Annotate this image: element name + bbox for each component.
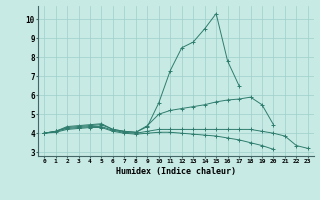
X-axis label: Humidex (Indice chaleur): Humidex (Indice chaleur) <box>116 167 236 176</box>
